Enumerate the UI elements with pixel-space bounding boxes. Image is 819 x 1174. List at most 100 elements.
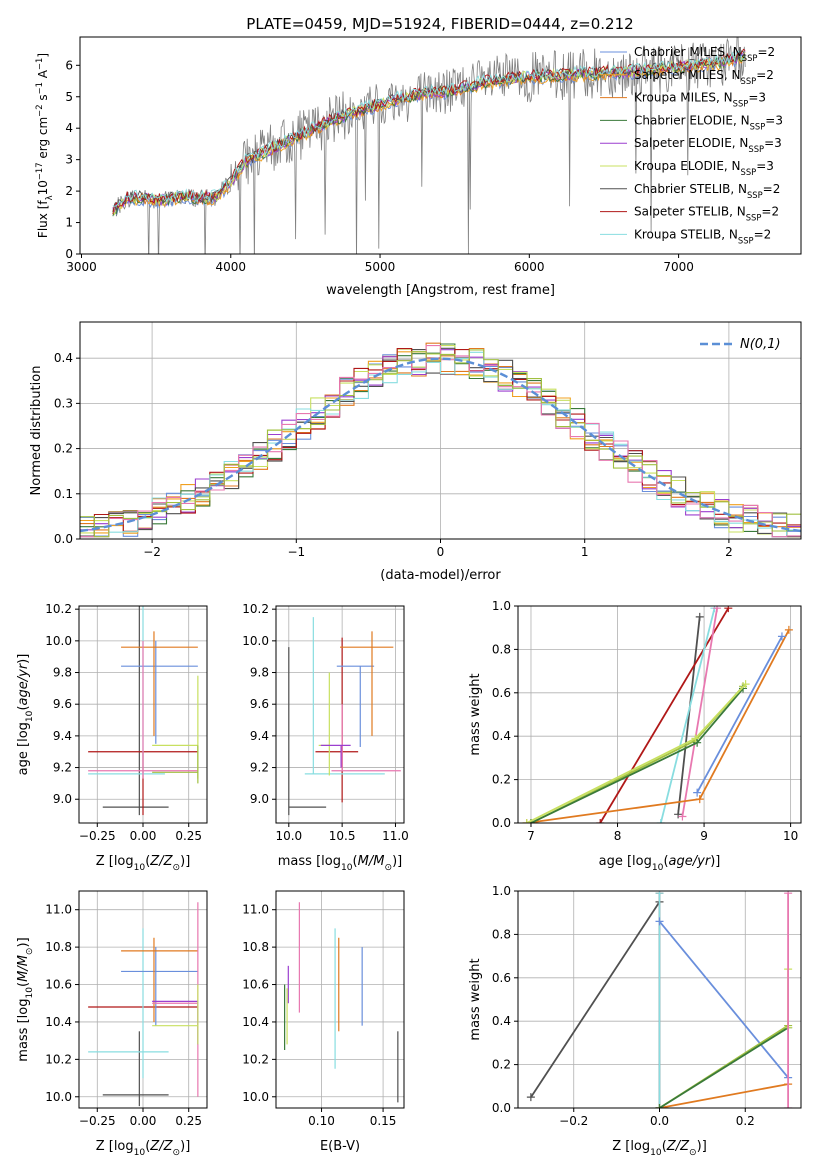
mass-weight-marker <box>693 738 702 747</box>
mass-weight-marker <box>655 917 664 926</box>
legend-entry: Kroupa MILES, NSSP=3 <box>634 91 766 109</box>
residuals-panel: −2 −1 0 1 2 0.0 0.1 0.2 0.3 0.4 (data-model)/error… <box>29 321 802 583</box>
x-tick-label: −1 <box>287 545 305 559</box>
x-tick-label: 10.5 <box>329 829 356 843</box>
plot-area <box>288 617 401 816</box>
mass-weight-line <box>659 1026 789 1108</box>
y-tick-label: 0.6 <box>492 686 511 700</box>
legend-entry: Salpeter ELODIE, NSSP=3 <box>634 136 782 154</box>
x-tick-label: 6000 <box>514 260 545 274</box>
mass-weight-marker <box>655 891 664 898</box>
x-tick-label: 7000 <box>663 260 694 274</box>
x-tick-label: 0.15 <box>370 1114 397 1128</box>
y-axis-label: age [log10(age/yr)] <box>16 654 35 776</box>
x-tick-label: −2 <box>143 545 161 559</box>
axes-frame <box>275 890 405 1109</box>
plot-area <box>112 37 746 254</box>
x-axis-label: mass [log10(M/M⊙)] <box>278 854 402 873</box>
mass-weight-line <box>530 685 744 823</box>
mass-weight-marker <box>777 632 786 641</box>
y-tick-label: 10.2 <box>45 1052 72 1066</box>
y-tick-label: 10.2 <box>45 602 72 616</box>
histogram-olive <box>80 349 801 538</box>
x-tick-label: 10.0 <box>275 829 302 843</box>
y-tick-label: 0.0 <box>492 1101 511 1115</box>
x-tick-label: −0.25 <box>79 829 116 843</box>
mass-weight-line <box>659 1083 789 1108</box>
x-axis-label: Z [log10(Z/Z⊙)] <box>96 1139 191 1158</box>
age-vs-mass-panel: 10.0 10.5 11.0 9.0 9.2 9.4 9.6 9.8 10.0 10.2 mass … <box>242 602 409 873</box>
axes-frame <box>79 36 802 255</box>
y-tick-label: 11.0 <box>242 903 269 917</box>
mass-weight-marker <box>655 1104 664 1108</box>
legend-entry: Chabrier MILES, NSSP=2 <box>634 45 775 63</box>
y-tick-label: 10.0 <box>45 634 72 648</box>
y-tick-label: 1.0 <box>492 599 511 613</box>
plot-area <box>284 902 399 1103</box>
legend: Chabrier MILES, NSSP=2 Salpeter MILES, NS… <box>600 45 783 245</box>
mass-weight-marker <box>784 625 793 634</box>
y-tick-label: 0.2 <box>54 442 73 456</box>
mass-weight-line <box>659 607 716 823</box>
mass-weight-line <box>696 635 783 794</box>
x-tick-label: 0.00 <box>130 829 157 843</box>
y-tick-label: 0.6 <box>492 971 511 985</box>
gaussian-reference-curve <box>80 357 801 533</box>
mass-weight-marker <box>695 795 704 804</box>
figure-title: PLATE=0459, MJD=51924, FIBERID=0444, z=0… <box>246 15 633 33</box>
mass-weight-marker <box>526 1093 535 1102</box>
y-tick-label: 10.0 <box>242 634 269 648</box>
x-tick-label: 0.25 <box>175 1114 202 1128</box>
mass-weight-vs-metallicity-panel: −0.2 0.0 0.2 0.0 0.2 0.4 0.6 0.8 1.0 Z [log10(Z/Z… <box>468 884 802 1158</box>
legend-entry: Salpeter MILES, NSSP=2 <box>634 68 774 86</box>
y-tick-label: 11.0 <box>45 903 72 917</box>
x-tick-label: 3000 <box>66 260 97 274</box>
mass-weight-line <box>681 608 718 817</box>
mass-weight-line <box>530 687 744 823</box>
x-tick-label: 5000 <box>365 260 396 274</box>
mass-weight-marker <box>741 680 750 689</box>
y-tick-label: 0.4 <box>492 1014 511 1028</box>
legend-entry: Kroupa STELIB, NSSP=2 <box>634 227 771 245</box>
mass-weight-line <box>599 607 730 823</box>
mass-vs-metallicity-panel: −0.25 0.00 0.25 10.0 10.2 10.4 10.6 10.8 11.0 Z [… <box>16 890 208 1158</box>
legend-entry: Chabrier ELODIE, NSSP=3 <box>634 113 783 131</box>
y-axis-label: mass weight <box>468 673 483 755</box>
axes-frame <box>79 321 802 540</box>
mass-weight-marker <box>695 612 704 621</box>
plot-area <box>88 606 199 816</box>
x-tick-label: 0.10 <box>308 1114 335 1128</box>
y-tick-label: 0 <box>65 247 73 261</box>
y-tick-label: 0.4 <box>54 351 73 365</box>
y-axis-label: Normed distribution <box>29 366 44 496</box>
mass-weight-marker <box>656 819 665 823</box>
y-axis-label: Flux [fλ10−17 erg cm−2 s−1 A−1] <box>34 53 54 238</box>
y-tick-label: 10.0 <box>242 1090 269 1104</box>
spectrum-panel: 3000 4000 5000 6000 7000 0 1 2 3 4 5 6 wavelength [A… <box>34 36 802 298</box>
age-vs-metallicity-panel: −0.25 0.00 0.25 9.0 9.2 9.4 9.6 9.8 10.0 10.2 Z [l… <box>16 602 208 873</box>
mass-weight-marker <box>784 1104 793 1108</box>
x-axis-label: Z [log10(Z/Z⊙)] <box>612 1139 707 1158</box>
x-axis-label: (data-model)/error <box>380 568 501 583</box>
x-axis-label: wavelength [Angstrom, rest frame] <box>326 283 555 298</box>
axes-frame <box>517 890 802 1109</box>
x-axis-label: Z [log10(Z/Z⊙)] <box>96 854 191 873</box>
plot-area <box>522 606 793 823</box>
y-tick-label: 0.2 <box>492 773 511 787</box>
mass-weight-line <box>658 920 789 1079</box>
y-tick-label: 1.0 <box>492 884 511 898</box>
x-tick-label: 0.25 <box>175 829 202 843</box>
y-tick-label: 2 <box>65 184 73 198</box>
y-tick-label: 5 <box>65 90 73 104</box>
x-tick-label: 4000 <box>215 260 246 274</box>
mass-weight-marker <box>596 819 605 823</box>
plot-area <box>526 891 793 1108</box>
x-tick-label: 0.2 <box>736 1114 755 1128</box>
legend-entry: Chabrier STELIB, NSSP=2 <box>634 182 780 200</box>
y-tick-label: 0.0 <box>492 816 511 830</box>
plot-area <box>88 902 199 1107</box>
plot-area <box>80 342 801 538</box>
model-spectrum-kroupa-stelib <box>112 50 746 207</box>
x-axis-label: E(B-V) <box>320 1139 360 1154</box>
mass-vs-ebv-panel: 0.10 0.15 10.0 10.2 10.4 10.6 10.8 11.0 E(B-V) <box>242 890 405 1154</box>
